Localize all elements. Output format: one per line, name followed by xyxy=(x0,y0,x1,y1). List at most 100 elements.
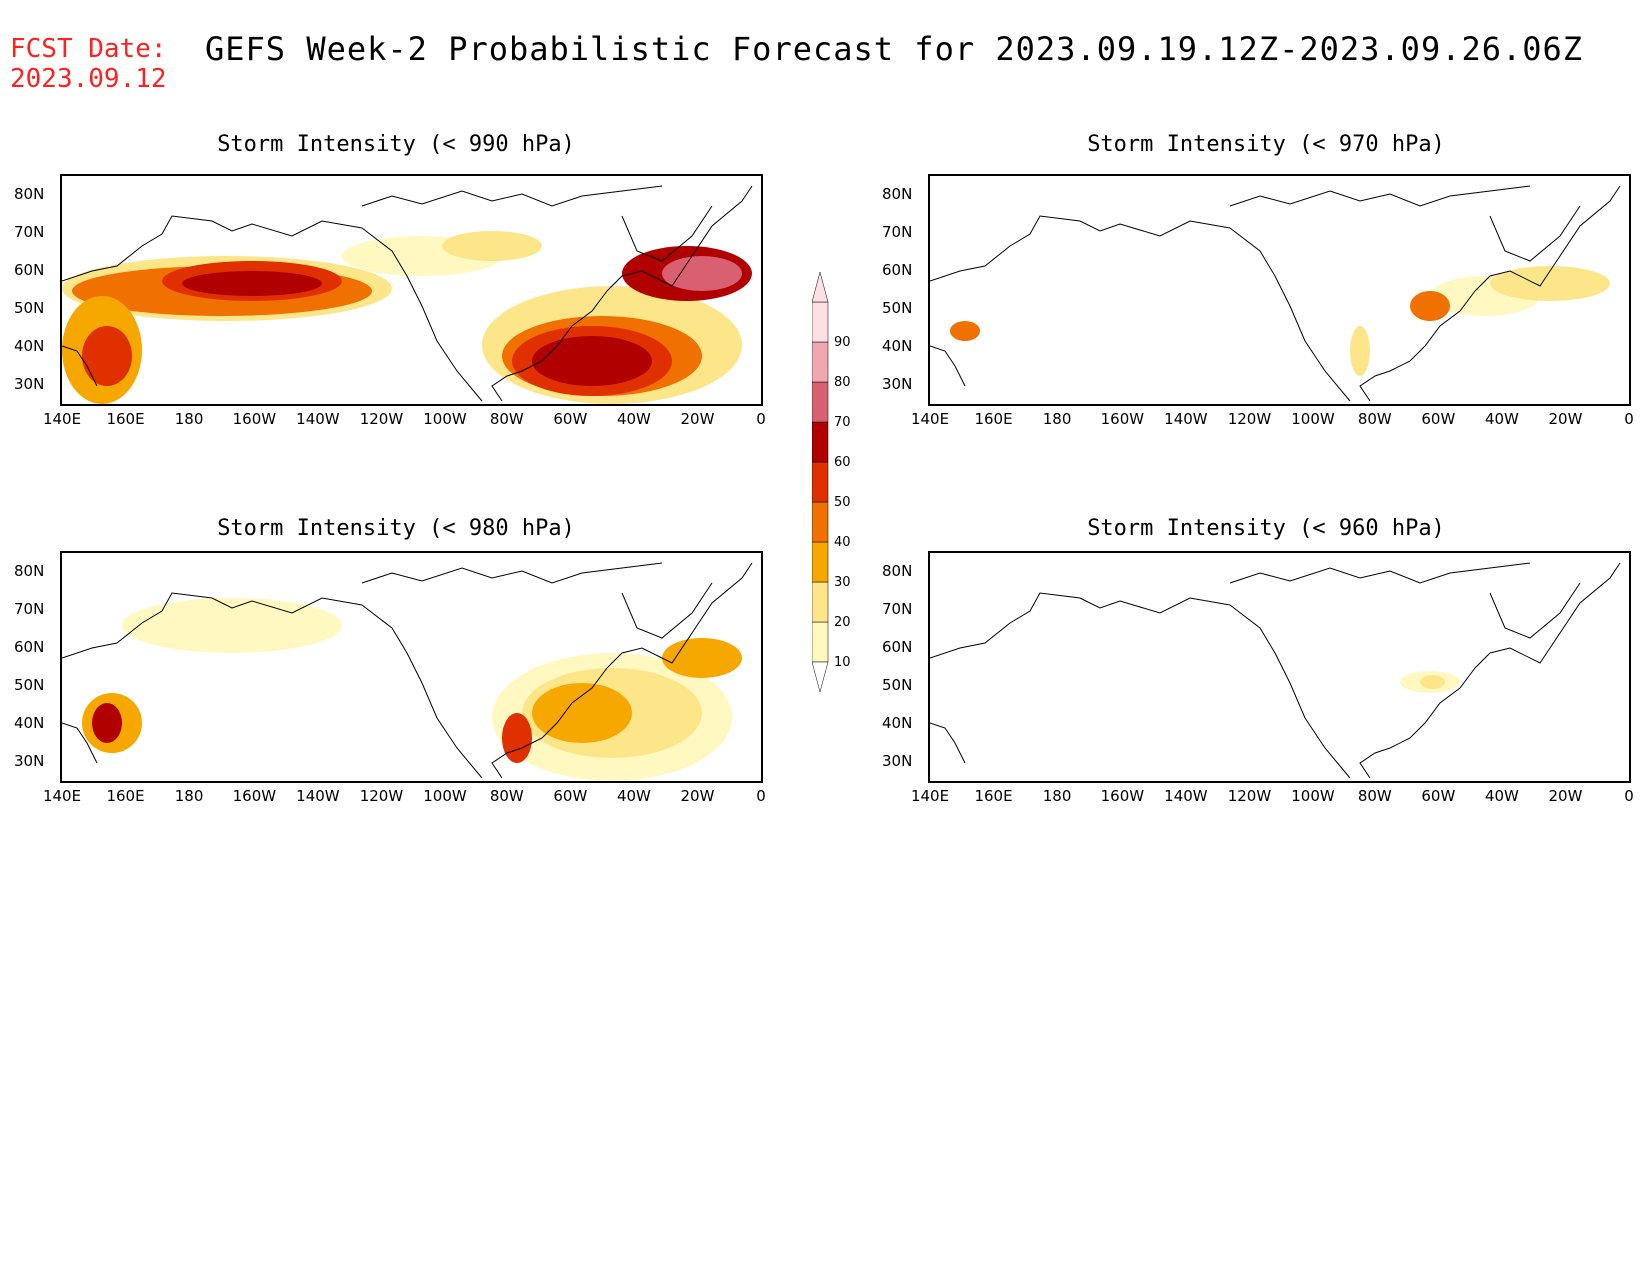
coastline xyxy=(62,592,363,659)
lon-tick-label: 140E xyxy=(42,787,82,805)
probability-area xyxy=(532,683,632,743)
lat-tick-label: 50N xyxy=(14,676,45,694)
lon-tick-label: 20W xyxy=(1548,787,1583,805)
lon-tick-label: 0 xyxy=(756,410,766,428)
lon-tick-label: 100W xyxy=(1291,410,1335,428)
probability-area xyxy=(662,638,742,678)
probability-field-970 xyxy=(930,185,1621,402)
lon-tick-label: 40W xyxy=(616,410,651,428)
probability-area xyxy=(1350,326,1370,376)
lon-tick-label: 120W xyxy=(359,410,404,428)
coastline xyxy=(930,215,1231,282)
legend-swatch xyxy=(812,381,829,423)
legend-swatch xyxy=(812,501,829,543)
probability-area xyxy=(1490,266,1610,301)
probability-area xyxy=(532,336,652,386)
lat-tick-label: 80N xyxy=(882,562,913,580)
legend-swatch xyxy=(812,301,829,343)
panel-title-970: Storm Intensity (< 970 hPa) xyxy=(1087,132,1445,157)
lon-tick-label: 60W xyxy=(1421,410,1456,428)
coastline xyxy=(62,215,363,282)
probability-area xyxy=(662,256,742,291)
lon-tick-label: 140E xyxy=(42,410,82,428)
legend-swatch xyxy=(812,541,829,583)
legend-label: 80 xyxy=(834,375,851,390)
lon-tick-label: 180 xyxy=(174,410,204,428)
coastline xyxy=(62,722,98,764)
legend-swatch xyxy=(812,581,829,623)
probability-area xyxy=(950,321,980,341)
coastline xyxy=(621,582,713,639)
legend-label: 30 xyxy=(834,575,851,590)
lat-tick-label: 50N xyxy=(14,299,45,317)
lon-tick-label: 40W xyxy=(1484,410,1519,428)
lon-tick-label: 160W xyxy=(1100,787,1145,805)
lon-tick-label: 40W xyxy=(1484,787,1519,805)
lat-tick-label: 70N xyxy=(14,600,45,618)
coastline xyxy=(62,345,98,387)
lat-tick-label: 30N xyxy=(882,375,913,393)
lon-tick-label: 100W xyxy=(1291,787,1335,805)
coastline xyxy=(1359,290,1476,402)
lon-tick-label: 160W xyxy=(1100,410,1145,428)
probability-area xyxy=(182,271,322,296)
probability-area xyxy=(1410,291,1450,321)
coastline xyxy=(361,604,483,779)
coastline xyxy=(1474,185,1621,292)
lat-tick-label: 50N xyxy=(882,299,913,317)
lon-tick-label: 20W xyxy=(1548,410,1583,428)
lat-tick-label: 50N xyxy=(882,676,913,694)
lat-tick-label: 30N xyxy=(14,752,45,770)
lon-tick-label: 160E xyxy=(974,787,1013,805)
probability-area xyxy=(122,598,342,653)
coastline xyxy=(361,185,663,207)
probability-area xyxy=(442,231,542,261)
map-panel-960 xyxy=(928,551,1631,783)
lon-tick-label: 180 xyxy=(174,787,204,805)
lon-tick-label: 80W xyxy=(1357,787,1392,805)
legend-label: 20 xyxy=(834,615,851,630)
lon-tick-label: 180 xyxy=(1042,410,1072,428)
lon-tick-label: 100W xyxy=(423,787,467,805)
lat-tick-label: 30N xyxy=(14,375,45,393)
legend-swatch xyxy=(812,621,829,663)
lat-tick-label: 70N xyxy=(882,223,913,241)
legend-label: 10 xyxy=(834,655,851,670)
lon-tick-label: 180 xyxy=(1042,787,1072,805)
coastline xyxy=(491,290,608,402)
coastline xyxy=(491,667,608,779)
probability-area xyxy=(1420,675,1445,689)
lat-tick-label: 30N xyxy=(882,752,913,770)
coastline xyxy=(1229,185,1531,207)
probability-area xyxy=(82,326,132,386)
coastline xyxy=(606,562,753,669)
lat-tick-label: 60N xyxy=(882,638,913,656)
probability-area xyxy=(92,703,122,743)
lon-tick-label: 20W xyxy=(680,410,715,428)
coastline xyxy=(930,345,966,387)
lat-tick-label: 60N xyxy=(882,261,913,279)
coastline xyxy=(1359,667,1476,779)
lon-tick-label: 160E xyxy=(974,410,1013,428)
lat-tick-label: 80N xyxy=(882,185,913,203)
lon-tick-label: 80W xyxy=(1357,410,1392,428)
legend-label: 60 xyxy=(834,455,851,470)
legend-swatch xyxy=(812,421,829,463)
map-panel-980 xyxy=(60,551,763,783)
legend-swatch xyxy=(812,461,829,503)
lon-tick-label: 140W xyxy=(296,410,340,428)
coastline xyxy=(1229,562,1531,584)
coastline xyxy=(1474,562,1621,669)
map-panel-970 xyxy=(928,174,1631,406)
map-panel-990 xyxy=(60,174,763,406)
coastline xyxy=(606,185,753,292)
lat-tick-label: 80N xyxy=(14,562,45,580)
lon-tick-label: 140W xyxy=(1164,410,1208,428)
coastline xyxy=(1489,582,1581,639)
coastline xyxy=(621,205,713,262)
legend-label: 70 xyxy=(834,415,851,430)
lat-tick-label: 40N xyxy=(14,337,45,355)
coastline xyxy=(361,227,483,402)
legend-label: 50 xyxy=(834,495,851,510)
lon-tick-label: 60W xyxy=(553,410,588,428)
